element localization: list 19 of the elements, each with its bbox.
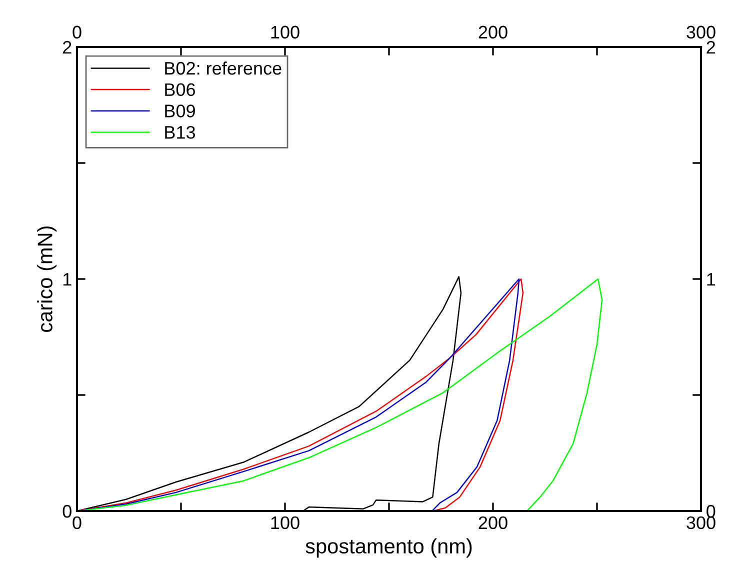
- legend-label: B06: [165, 83, 195, 96]
- x2-tick-label: 100: [271, 26, 300, 39]
- x2-tick-label: 200: [478, 26, 508, 39]
- y2-tick-label: 2: [706, 40, 715, 54]
- x-tick-label: 100: [271, 516, 300, 530]
- legend-label: B09: [165, 104, 195, 118]
- x-tick-label: 300: [686, 516, 716, 530]
- y-tick-label: 0: [62, 504, 72, 518]
- y-axis-title: carico (mN): [37, 226, 57, 332]
- x-tick-label: 0: [72, 516, 82, 530]
- x-axis-title: spostamento (nm): [306, 538, 472, 558]
- y-tick-label: 1: [63, 273, 72, 286]
- legend-label: B02: reference: [165, 61, 282, 75]
- y-tick-label: 2: [63, 40, 72, 54]
- y2-tick-label: 1: [707, 273, 716, 286]
- x2-tick-label: 300: [686, 26, 716, 39]
- x2-tick-label: 0: [72, 26, 82, 39]
- x-tick-label: 200: [478, 516, 508, 530]
- legend-label: B13: [165, 126, 195, 139]
